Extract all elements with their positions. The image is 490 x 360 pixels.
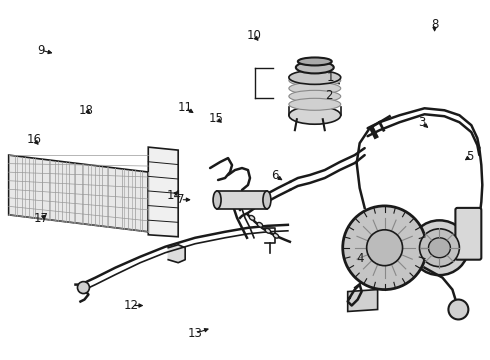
Ellipse shape xyxy=(298,58,332,66)
Ellipse shape xyxy=(289,71,341,84)
Circle shape xyxy=(448,300,468,319)
Ellipse shape xyxy=(249,216,255,220)
Text: 8: 8 xyxy=(431,18,438,31)
Text: 11: 11 xyxy=(178,101,193,114)
Text: 17: 17 xyxy=(33,212,48,225)
Ellipse shape xyxy=(289,90,341,102)
Polygon shape xyxy=(348,289,378,311)
Ellipse shape xyxy=(289,82,341,94)
Circle shape xyxy=(77,282,90,293)
Ellipse shape xyxy=(419,229,460,267)
Text: 15: 15 xyxy=(208,112,223,125)
Ellipse shape xyxy=(428,238,450,258)
Polygon shape xyxy=(148,147,178,237)
Polygon shape xyxy=(168,245,185,263)
Ellipse shape xyxy=(289,98,341,110)
Circle shape xyxy=(343,206,426,289)
Text: 12: 12 xyxy=(124,299,139,312)
Circle shape xyxy=(367,230,403,266)
Text: 2: 2 xyxy=(325,89,333,102)
Ellipse shape xyxy=(263,191,271,209)
Ellipse shape xyxy=(411,220,468,275)
Ellipse shape xyxy=(257,222,263,227)
Text: 6: 6 xyxy=(271,169,279,182)
Text: 5: 5 xyxy=(466,150,473,163)
Ellipse shape xyxy=(296,62,334,73)
Ellipse shape xyxy=(289,75,341,86)
Ellipse shape xyxy=(213,191,221,209)
Text: 18: 18 xyxy=(79,104,94,117)
Ellipse shape xyxy=(273,233,279,238)
Text: 3: 3 xyxy=(418,116,425,129)
Text: 10: 10 xyxy=(246,29,261,42)
Polygon shape xyxy=(9,155,148,232)
Text: 4: 4 xyxy=(356,252,364,265)
Text: 16: 16 xyxy=(26,133,42,146)
Text: 7: 7 xyxy=(177,193,184,206)
Ellipse shape xyxy=(265,229,270,233)
FancyBboxPatch shape xyxy=(455,208,481,260)
Text: 13: 13 xyxy=(188,327,202,340)
Bar xyxy=(217,191,267,209)
Text: 1: 1 xyxy=(327,71,334,84)
Ellipse shape xyxy=(289,106,341,124)
Text: 9: 9 xyxy=(37,44,45,57)
Text: 14: 14 xyxy=(167,189,182,202)
